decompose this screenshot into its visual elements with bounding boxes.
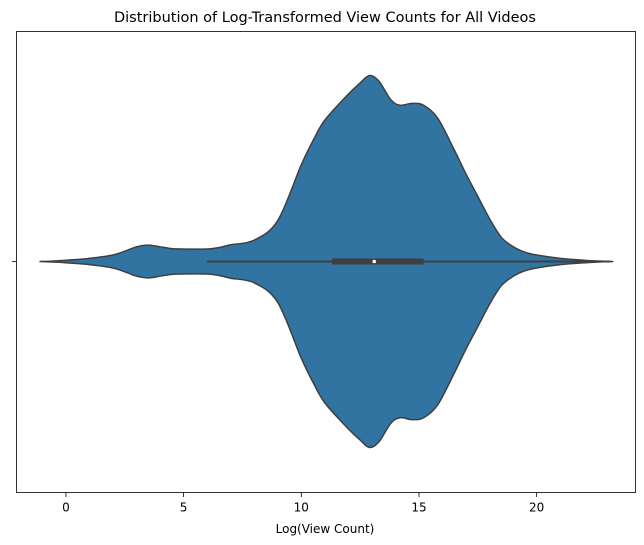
plot-area [39,74,614,449]
plot-frame [16,31,636,493]
x-axis-ticks: 0 5 10 15 20 [62,492,544,515]
x-tick-label: 10 [294,501,309,515]
x-tick-label: 15 [411,501,426,515]
median-marker [372,259,377,264]
x-tick-label: 0 [62,501,70,515]
x-tick-label: 20 [529,501,544,515]
x-axis-label: Log(View Count) [276,522,375,536]
x-tick-label: 5 [180,501,188,515]
chart-title: Distribution of Log-Transformed View Cou… [114,10,536,26]
box-iqr [331,258,424,265]
